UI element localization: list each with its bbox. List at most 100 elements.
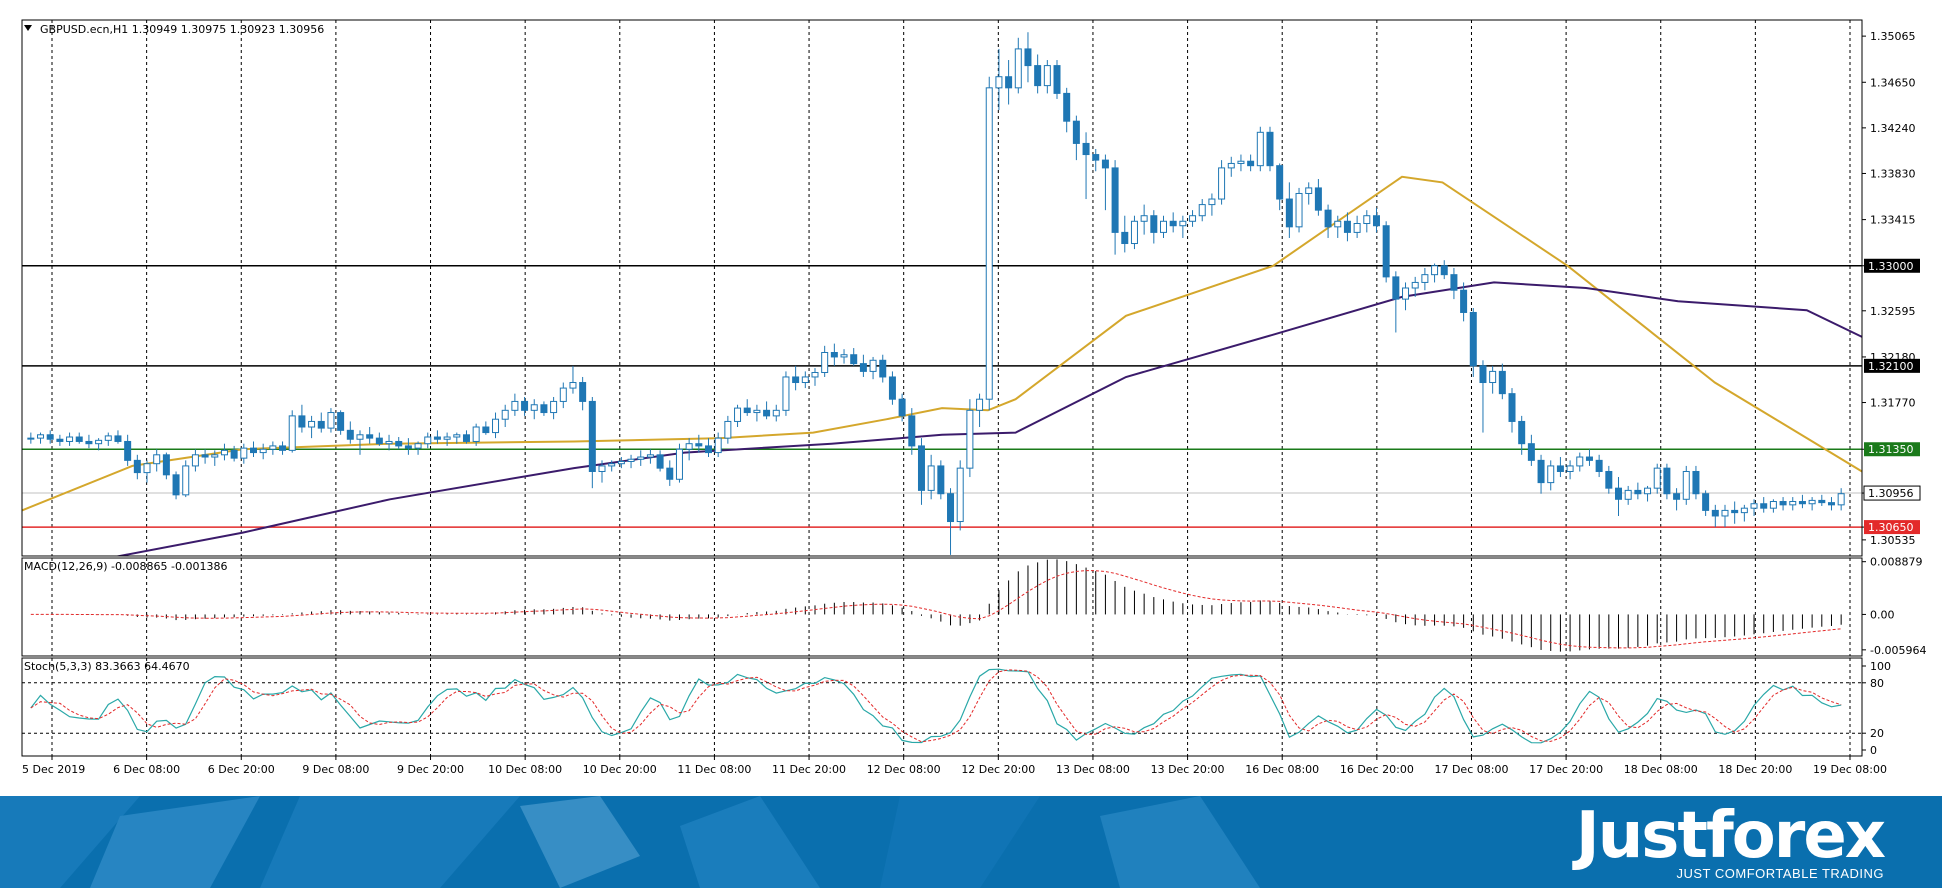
macd-tick-label: 0.008879 xyxy=(1870,556,1923,569)
candle-body xyxy=(1605,470,1613,489)
x-tick-label: 13 Dec 08:00 xyxy=(1056,763,1130,776)
candle-body xyxy=(1247,160,1255,167)
current-price-label: 1.30956 xyxy=(1868,487,1914,500)
candle-body xyxy=(492,418,500,434)
candle-body xyxy=(550,400,558,414)
candle-body xyxy=(453,434,461,438)
candle-body xyxy=(124,440,132,461)
candle-body xyxy=(724,420,732,439)
candle-body xyxy=(772,409,780,417)
candle-body xyxy=(162,454,170,476)
candle-body xyxy=(695,443,703,447)
x-tick-label: 18 Dec 08:00 xyxy=(1624,763,1698,776)
candle-body xyxy=(1624,489,1632,500)
candle-body xyxy=(1750,503,1758,509)
candle-body xyxy=(627,458,635,462)
x-tick-label: 9 Dec 20:00 xyxy=(397,763,464,776)
candle-body xyxy=(1208,198,1216,206)
candle-body xyxy=(598,465,606,472)
candle-body xyxy=(1160,220,1167,233)
price-axis: 1.35065 1.34650 1.34240 1.33830 1.33415 1.325… xyxy=(1862,30,1926,757)
candle-body xyxy=(869,359,877,372)
candle-body xyxy=(1450,274,1458,291)
collapse-triangle-icon[interactable] xyxy=(24,25,32,31)
x-tick-label: 12 Dec 08:00 xyxy=(867,763,941,776)
candle-body xyxy=(792,376,800,384)
candle-body xyxy=(346,429,354,440)
stoch-panel xyxy=(22,668,1862,744)
candle-body xyxy=(1740,507,1748,514)
y-tick-label: 1.32595 xyxy=(1870,305,1916,318)
candle-body xyxy=(1663,467,1671,495)
price-level-tag xyxy=(1864,358,1920,373)
candle-body xyxy=(327,412,335,429)
candle-body xyxy=(753,409,761,414)
candle-body xyxy=(1615,487,1622,500)
candle-body xyxy=(66,436,74,442)
candle-body xyxy=(1392,276,1400,300)
price-level-tag xyxy=(1864,520,1920,535)
candle-body xyxy=(608,463,616,467)
candle-body xyxy=(201,454,209,458)
candle-body xyxy=(1005,76,1013,89)
candle-body xyxy=(511,400,519,411)
candle-body xyxy=(172,474,180,496)
candle-body xyxy=(424,436,432,445)
candle-body xyxy=(395,440,403,447)
candle-body xyxy=(1537,459,1545,484)
candle-body xyxy=(1634,489,1642,495)
candle-body xyxy=(1276,165,1284,200)
candle-body xyxy=(1479,365,1487,384)
x-tick-label: 12 Dec 20:00 xyxy=(961,763,1035,776)
candle-body xyxy=(1130,220,1138,245)
candle-body xyxy=(1053,65,1061,94)
grid xyxy=(51,20,1851,756)
candle-body xyxy=(811,372,819,378)
candle-body xyxy=(956,467,964,523)
candle-body xyxy=(414,443,422,449)
candle-body xyxy=(279,445,287,451)
candle-body xyxy=(1431,265,1439,276)
candle-body xyxy=(1760,503,1768,509)
candle-body xyxy=(298,415,306,428)
candle-body xyxy=(1324,209,1332,228)
brand-footer: Justforex JUST COMFORTABLE TRADING xyxy=(0,796,1942,888)
candle-body xyxy=(1101,159,1109,169)
candle-body xyxy=(472,426,480,442)
x-tick-label: 13 Dec 20:00 xyxy=(1151,763,1225,776)
y-tick-label: 1.34240 xyxy=(1870,122,1916,135)
candle-body xyxy=(1227,162,1235,169)
candle-body xyxy=(1402,287,1410,300)
price-level-tag xyxy=(1864,258,1920,273)
candle-body xyxy=(240,447,248,459)
candle-body xyxy=(675,448,683,480)
candle-body xyxy=(1721,509,1729,517)
candle-body xyxy=(1334,220,1342,228)
candle-body xyxy=(27,437,35,440)
panel-frames xyxy=(21,19,1863,757)
x-tick-label: 18 Dec 20:00 xyxy=(1718,763,1792,776)
stoch-tick-label: 100 xyxy=(1870,660,1891,673)
candle-body xyxy=(1189,215,1197,222)
candle-body xyxy=(337,412,345,431)
candle-body xyxy=(1440,265,1448,276)
price-chart: 1.35065 1.34650 1.34240 1.33830 1.33415 1.325… xyxy=(21,19,1927,776)
candle-body xyxy=(1034,65,1042,87)
candle-body xyxy=(617,460,625,465)
macd-header: MACD(12,26,9) -0.008865 -0.001386 xyxy=(24,560,227,573)
candle-body xyxy=(559,387,567,402)
candle-body xyxy=(588,400,596,472)
macd-signal-line xyxy=(30,570,1842,649)
candle-body xyxy=(1150,215,1158,233)
footer-pattern xyxy=(0,796,1260,888)
candle-body xyxy=(317,420,325,429)
candle-body xyxy=(308,420,316,428)
candle-body xyxy=(840,354,848,358)
candle-body xyxy=(1421,274,1429,283)
candle-body xyxy=(521,400,529,411)
candle-body xyxy=(230,449,238,459)
candle-body xyxy=(1218,167,1226,200)
time-axis: 5 Dec 2019 6 Dec 08:00 6 Dec 20:00 9 Dec 08… xyxy=(22,756,1887,776)
candle-body xyxy=(917,445,925,491)
candle-body xyxy=(1576,456,1584,467)
